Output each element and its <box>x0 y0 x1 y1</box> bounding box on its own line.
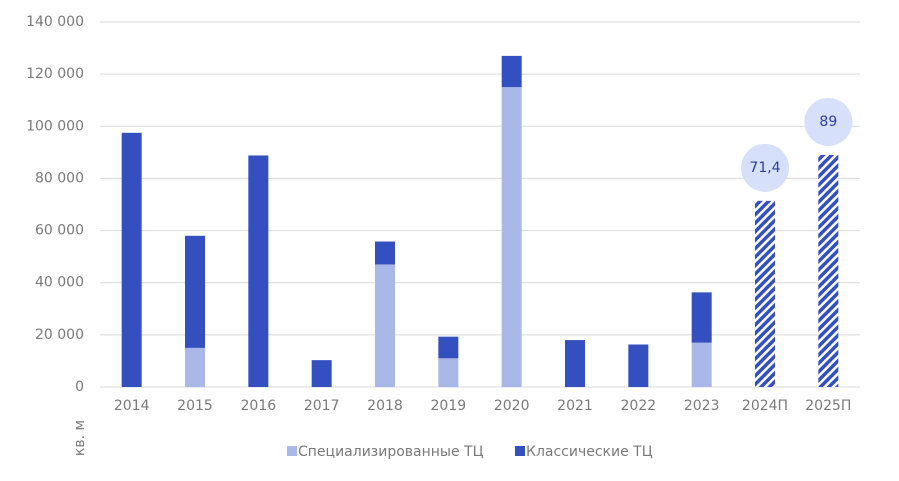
x-tick-label: 2021 <box>557 398 593 414</box>
y-tick-label: 40 000 <box>35 275 84 291</box>
legend-swatch <box>515 446 525 456</box>
bar <box>438 336 459 359</box>
bar <box>438 358 459 387</box>
y-tick-label: 140 000 <box>26 14 84 30</box>
legend-label: Специализированные ТЦ <box>298 444 484 460</box>
y-tick-label: 0 <box>75 379 84 395</box>
x-tick-label: 2020 <box>494 398 530 414</box>
x-tick-label: 2019 <box>431 398 467 414</box>
y-tick-label: 20 000 <box>35 327 84 343</box>
bar <box>311 360 332 387</box>
value-label-bubble <box>804 97 853 146</box>
y-axis-label: кв. м <box>72 420 88 456</box>
bar <box>375 241 395 265</box>
bar <box>375 264 395 387</box>
bar <box>628 344 649 387</box>
x-tick-label: 2025П <box>805 398 851 414</box>
bar <box>121 132 142 387</box>
legend-label: Классические ТЦ <box>526 444 653 460</box>
y-tick-label: 60 000 <box>35 223 84 239</box>
value-label: 71,4 <box>749 160 780 176</box>
x-tick-label: 2015 <box>177 398 213 414</box>
bar <box>248 155 269 387</box>
bar <box>691 342 712 387</box>
x-tick-label: 2017 <box>304 398 340 414</box>
legend-swatch <box>287 446 297 456</box>
bar <box>691 292 712 343</box>
bar <box>565 340 585 387</box>
forecast-bar <box>755 200 775 387</box>
y-tick-label: 100 000 <box>26 118 84 134</box>
bar <box>185 235 205 348</box>
bar <box>501 55 522 88</box>
bar <box>185 347 205 387</box>
value-label: 89 <box>819 114 837 130</box>
forecast-bar <box>818 154 839 387</box>
y-tick-label: 80 000 <box>35 170 84 186</box>
value-label-bubble <box>741 143 789 192</box>
y-tick-label: 120 000 <box>26 66 84 82</box>
x-tick-label: 2014 <box>114 398 150 414</box>
x-tick-label: 2024П <box>742 398 788 414</box>
x-tick-label: 2016 <box>241 398 277 414</box>
x-tick-label: 2018 <box>367 398 403 414</box>
bar <box>501 87 522 387</box>
x-tick-label: 2023 <box>684 398 720 414</box>
x-tick-label: 2022 <box>621 398 657 414</box>
